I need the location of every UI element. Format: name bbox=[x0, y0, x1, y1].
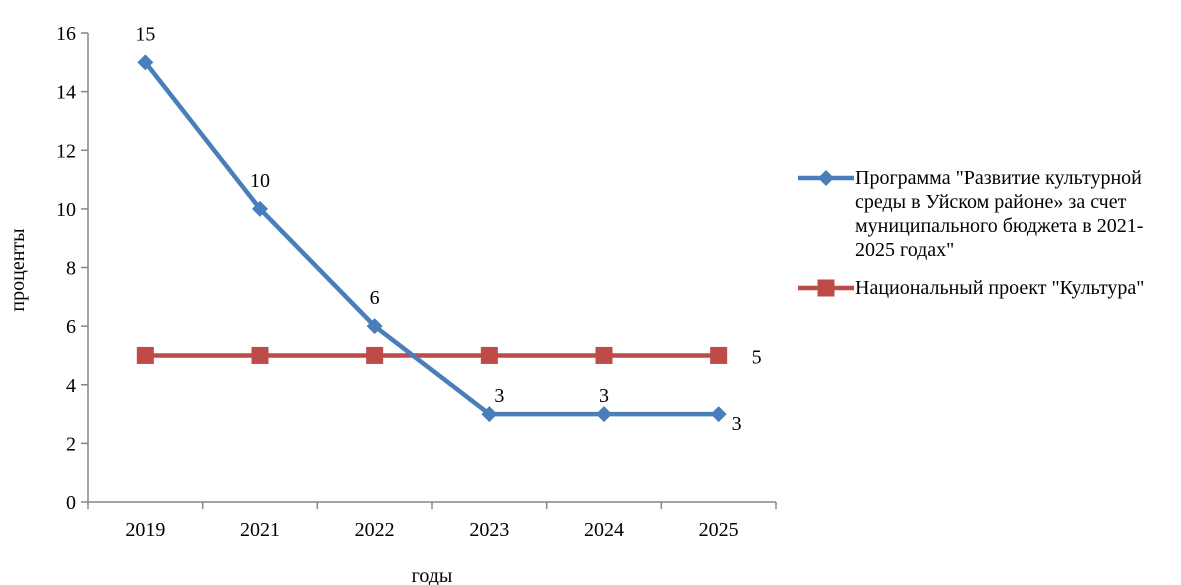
x-tick-label: 2023 bbox=[469, 519, 509, 541]
diamond-marker bbox=[596, 406, 612, 423]
y-tick-label: 10 bbox=[56, 199, 76, 221]
y-tick-label: 6 bbox=[66, 316, 76, 338]
diamond-marker bbox=[137, 54, 154, 71]
legend-label: Программа "Развитие культурной среды в У… bbox=[855, 167, 1144, 261]
legend: Программа "Развитие культурной среды в У… bbox=[798, 166, 1181, 314]
y-tick-label: 12 bbox=[56, 140, 76, 162]
y-axis-ticks: 0 2 4 6 8 10 12 14 16 bbox=[56, 23, 88, 514]
y-tick-label: 16 bbox=[56, 23, 76, 45]
y-tick-label: 2 bbox=[66, 433, 76, 455]
legend-label: Национальный проект "Культура" bbox=[855, 277, 1145, 299]
legend-swatch bbox=[798, 170, 854, 186]
square-marker bbox=[136, 346, 154, 364]
data-label: 3 bbox=[599, 385, 609, 407]
series-2 bbox=[136, 346, 728, 364]
data-label: 15 bbox=[135, 23, 155, 45]
y-tick-label: 0 bbox=[66, 492, 76, 514]
square-marker bbox=[366, 346, 384, 364]
x-tick-label: 2025 bbox=[699, 519, 739, 541]
data-label: 5 bbox=[752, 346, 762, 368]
x-tick-label: 2022 bbox=[355, 519, 395, 541]
x-tick-label: 2019 bbox=[125, 519, 165, 541]
square-marker bbox=[595, 346, 613, 364]
square-marker bbox=[251, 346, 269, 364]
y-tick-label: 8 bbox=[66, 258, 76, 280]
x-axis-title: годы bbox=[412, 565, 453, 585]
diamond-marker bbox=[252, 200, 268, 217]
data-label: 3 bbox=[494, 385, 504, 407]
data-label: 6 bbox=[370, 287, 380, 309]
diamond-marker bbox=[818, 170, 834, 186]
data-label: 10 bbox=[250, 170, 270, 192]
series-line bbox=[143, 60, 719, 417]
legend-item: Национальный проект "Культура" bbox=[798, 276, 1181, 300]
square-marker bbox=[480, 346, 498, 364]
series-layer: 15 10 6 3 3 3 5 bbox=[135, 23, 761, 435]
square-marker bbox=[817, 279, 835, 297]
x-tick-label: 2021 bbox=[240, 519, 280, 541]
series-1 bbox=[137, 54, 727, 423]
x-tick-label: 2024 bbox=[584, 519, 624, 541]
diamond-marker bbox=[710, 406, 727, 423]
data-label: 3 bbox=[732, 413, 742, 435]
y-tick-label: 4 bbox=[66, 375, 76, 397]
y-axis-title: проценты bbox=[7, 228, 29, 311]
legend-item: Программа "Развитие культурной среды в У… bbox=[798, 166, 1181, 262]
axes bbox=[87, 33, 776, 503]
diamond-marker bbox=[366, 318, 383, 335]
diamond-marker bbox=[481, 406, 498, 423]
legend-swatch bbox=[798, 279, 854, 297]
square-marker bbox=[710, 346, 728, 364]
x-axis-ticks: 2019 2021 2022 2023 2024 2025 bbox=[87, 502, 777, 541]
y-tick-label: 14 bbox=[56, 82, 76, 104]
